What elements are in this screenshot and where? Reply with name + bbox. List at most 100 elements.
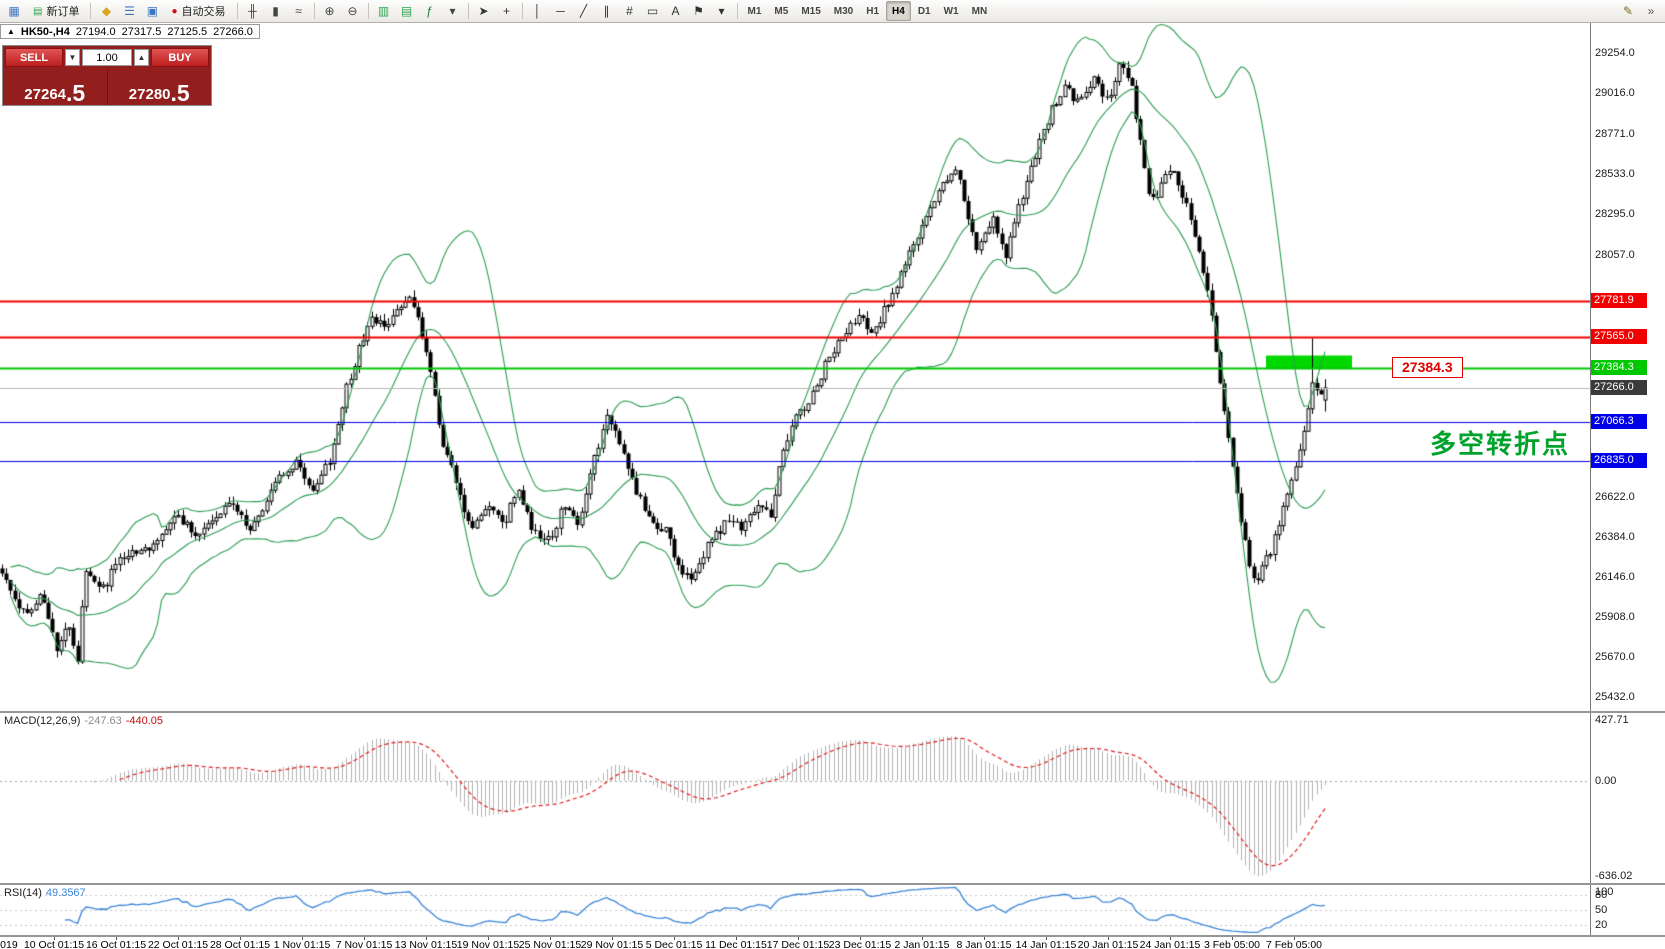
time-axis-label: 24 Jan 01:15 bbox=[1139, 939, 1201, 949]
chart-title-tab[interactable]: ▲ HK50-,H4 27194.0 27317.5 27125.5 27266… bbox=[0, 24, 260, 39]
toolbar-separator bbox=[90, 3, 92, 19]
timeframe-m1-button[interactable]: M1 bbox=[747, 5, 762, 17]
volume-decrease-button[interactable]: ▼ bbox=[65, 49, 80, 66]
volume-increase-button[interactable]: ▲ bbox=[134, 49, 149, 66]
templates-icon[interactable]: ▤ bbox=[400, 4, 413, 18]
channel-icon[interactable]: ∥ bbox=[603, 4, 610, 18]
buy-price-display[interactable]: 27280.5 bbox=[108, 69, 212, 105]
terminal-icon[interactable]: ▣ bbox=[146, 4, 159, 18]
macd-header: MACD(12,26,9) -247.63 -440.05 bbox=[4, 715, 163, 727]
toolbar-separator bbox=[313, 3, 315, 19]
rsi-panel-separator[interactable] bbox=[0, 883, 1665, 885]
macd-panel-canvas[interactable] bbox=[0, 713, 1590, 883]
time-axis-tick bbox=[240, 937, 241, 940]
level-price-tag: 27565.0 bbox=[1591, 329, 1647, 345]
time-axis-tick bbox=[860, 937, 861, 940]
tile-windows-icon[interactable]: ▥ bbox=[377, 4, 390, 18]
price-axis-label: 26384.0 bbox=[1595, 530, 1635, 543]
price-axis-label: 28057.0 bbox=[1595, 248, 1635, 261]
trendline-icon[interactable]: ╱ bbox=[579, 4, 588, 18]
macd-panel-separator[interactable] bbox=[0, 711, 1665, 713]
sell-price-display[interactable]: 27264.5 bbox=[3, 69, 107, 105]
buy-price-main: 27280 bbox=[128, 86, 171, 103]
toolbar-separator bbox=[236, 3, 238, 19]
price-axis-label: 29254.0 bbox=[1595, 46, 1635, 59]
arrows-dropdown-icon[interactable]: ▾ bbox=[718, 4, 725, 18]
macd-axis-label: 427.71 bbox=[1595, 714, 1629, 726]
time-axis-tick bbox=[364, 937, 365, 940]
restore-window-icon[interactable]: ▲ bbox=[7, 27, 15, 36]
price-axis-label: 28771.0 bbox=[1595, 128, 1635, 141]
timeframe-m30-button[interactable]: M30 bbox=[833, 5, 854, 17]
new-order-button[interactable]: ▤ 新订单 bbox=[26, 1, 86, 22]
price-axis-label: 29016.0 bbox=[1595, 86, 1635, 99]
sell-price-pips: .5 bbox=[66, 79, 86, 106]
scroll-right-icon[interactable]: » bbox=[1647, 4, 1655, 18]
time-axis-tick bbox=[550, 937, 551, 940]
price-axis-label: 25432.0 bbox=[1595, 691, 1635, 704]
timeframe-d1-button[interactable]: D1 bbox=[917, 5, 931, 17]
time-axis-label: 8 Jan 01:15 bbox=[956, 939, 1012, 949]
zoom-out-icon[interactable]: ⊖ bbox=[347, 4, 358, 18]
timeframe-m5-button[interactable]: M5 bbox=[774, 5, 789, 17]
time-axis-tick bbox=[922, 937, 923, 940]
metaeditor-icon[interactable]: ◆ bbox=[101, 4, 112, 18]
level-price-tag: 27066.3 bbox=[1591, 413, 1647, 429]
price-callout-label[interactable]: 27384.3 bbox=[1392, 356, 1463, 378]
time-axis-tick bbox=[674, 937, 675, 940]
auto-trading-button[interactable]: ● 自动交易 bbox=[164, 1, 232, 22]
time-axis-tick bbox=[1108, 937, 1109, 940]
timeframe-m15-button[interactable]: M15 bbox=[801, 5, 821, 17]
time-axis-label: 10 Oct 01:15 bbox=[23, 939, 85, 949]
ohlc-close: 27266.0 bbox=[213, 25, 253, 38]
price-axis-label: 25670.0 bbox=[1595, 651, 1635, 664]
new-chart-icon[interactable]: ▦ bbox=[8, 4, 20, 18]
period-dropdown-icon[interactable]: ▾ bbox=[449, 4, 456, 18]
fibonacci-icon[interactable]: # bbox=[626, 4, 633, 18]
sell-button[interactable]: SELL bbox=[5, 48, 63, 67]
timeframe-w1-button[interactable]: W1 bbox=[943, 5, 959, 17]
time-axis-label: 28 Oct 01:15 bbox=[209, 939, 271, 949]
timeframe-h4-button[interactable]: H4 bbox=[886, 1, 911, 21]
time-axis-label: 14 Jan 01:15 bbox=[1015, 939, 1077, 949]
horizontal-line-icon[interactable]: ─ bbox=[556, 4, 565, 18]
time-axis-tick bbox=[612, 937, 613, 940]
line-chart-icon[interactable]: ≈ bbox=[295, 4, 302, 18]
zoom-in-icon[interactable]: ⊕ bbox=[324, 4, 335, 18]
time-axis-label: 19 Nov 01:15 bbox=[456, 939, 520, 949]
timeframe-h1-button[interactable]: H1 bbox=[866, 5, 880, 17]
main-toolbar: ▦ ▤ 新订单 ◆ ☰ ▣ ● 自动交易 ╫ ▮ ≈ ⊕ ⊖ ▥ ▤ ƒ ▾ ➤ + │ ─ ╱ ∥ # ▭ A ⚑ ▾ M1 M5 M15… bbox=[0, 0, 1665, 23]
price-axis-border bbox=[1590, 23, 1591, 937]
time-axis-label: 7 Feb 05:00 bbox=[1265, 939, 1323, 949]
crosshair-icon[interactable]: + bbox=[502, 4, 510, 18]
indicators-icon[interactable]: ƒ bbox=[426, 4, 433, 18]
rsi-panel-canvas[interactable] bbox=[0, 885, 1590, 935]
shapes-icon[interactable]: ▭ bbox=[646, 4, 659, 18]
macd-axis-label: -636.02 bbox=[1595, 870, 1633, 883]
candlestick-chart-icon[interactable]: ▮ bbox=[272, 4, 279, 18]
rsi-axis-label: 50 bbox=[1595, 904, 1608, 916]
rsi-axis-label: 80 bbox=[1595, 889, 1608, 901]
bar-chart-icon[interactable]: ╫ bbox=[248, 4, 257, 18]
vertical-line-icon[interactable]: │ bbox=[533, 4, 542, 18]
timeframe-mn-button[interactable]: MN bbox=[971, 5, 988, 17]
time-axis-tick bbox=[116, 937, 117, 940]
time-axis-label: 20 Jan 01:15 bbox=[1077, 939, 1139, 949]
text-icon[interactable]: A bbox=[671, 4, 680, 18]
buy-button[interactable]: BUY bbox=[151, 48, 209, 67]
time-axis-tick bbox=[54, 937, 55, 940]
volume-input[interactable]: 1.00 bbox=[82, 49, 132, 66]
time-axis-label: 2 Jan 01:15 bbox=[894, 939, 950, 949]
market-watch-icon[interactable]: ☰ bbox=[124, 4, 135, 18]
new-order-button-label: 新订单 bbox=[46, 6, 80, 18]
annotation-text[interactable]: 多空转折点 bbox=[1429, 429, 1570, 460]
draw-icon[interactable]: ✎ bbox=[1622, 4, 1634, 18]
current-price-tag: 27266.0 bbox=[1591, 379, 1647, 395]
arrow-label-icon[interactable]: ⚑ bbox=[693, 4, 704, 18]
cursor-icon[interactable]: ➤ bbox=[478, 4, 489, 18]
macd-value: -247.63 bbox=[84, 715, 122, 727]
time-axis-tick bbox=[798, 937, 799, 940]
time-axis-label: 25 Nov 01:15 bbox=[518, 939, 582, 949]
toolbar-separator bbox=[521, 3, 523, 19]
main-chart-canvas[interactable] bbox=[0, 23, 1590, 711]
